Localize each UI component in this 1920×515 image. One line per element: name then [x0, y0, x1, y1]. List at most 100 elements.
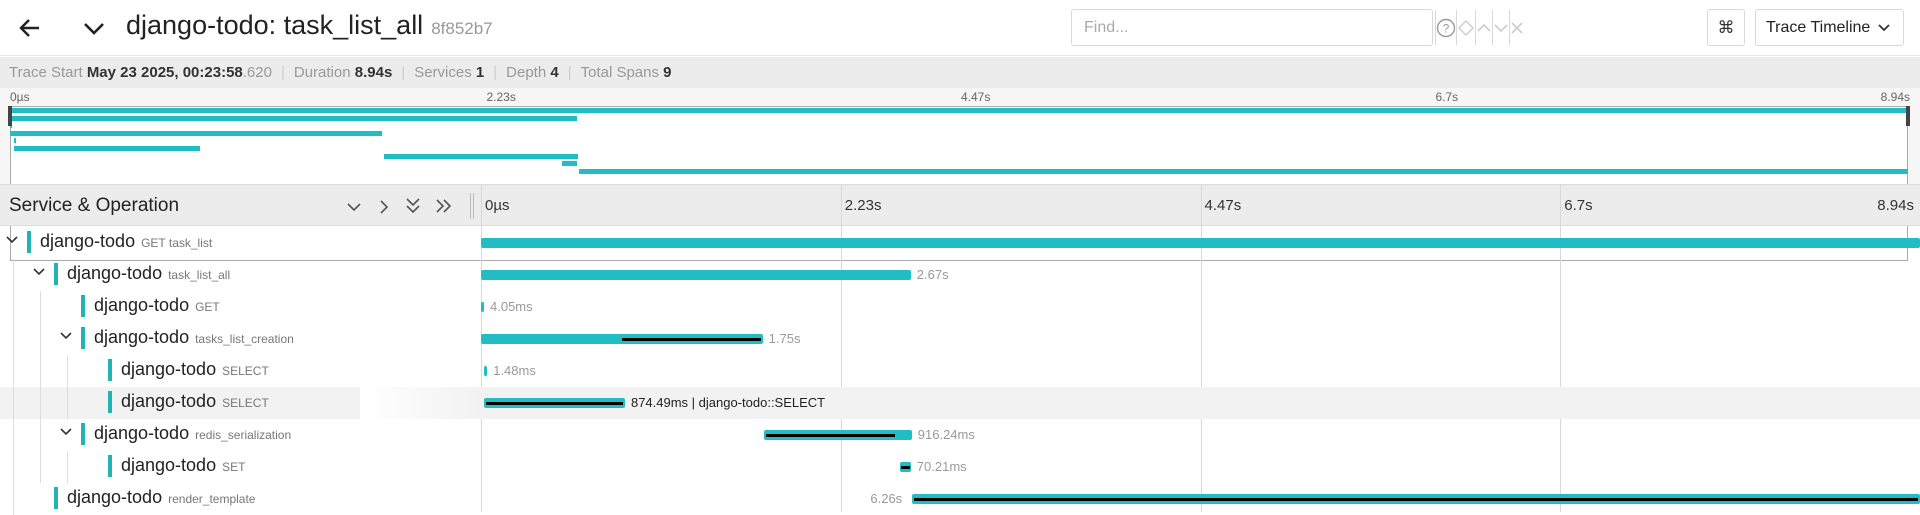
trace-minimap[interactable]: 0µs 2.23s 4.47s 6.7s 8.94s: [0, 88, 1920, 261]
find-input[interactable]: [1072, 10, 1435, 45]
divider: |: [493, 64, 498, 81]
timeline-gridline: [1200, 184, 1202, 512]
timeline-header: Service & Operation 0µs 2.23s 4.47s 6.7s 8.9…: [0, 184, 1920, 226]
span-row[interactable]: django-todo SELECT 874.49ms | django-todo:…: [0, 387, 1920, 419]
timeline-gridline: [1560, 184, 1562, 512]
column-resizer[interactable]: [470, 193, 474, 219]
arrow-left-icon: [19, 19, 39, 37]
span-duration: 1.75s: [768, 331, 801, 346]
operation-name: render_template: [168, 492, 256, 506]
span-name[interactable]: django-todo SET: [121, 455, 245, 476]
indent-guide: [40, 291, 41, 323]
span-name[interactable]: django-todo SELECT: [121, 359, 269, 380]
critical-path: [900, 465, 910, 469]
span-name[interactable]: django-todo GET task_list: [40, 231, 212, 252]
span-duration: 1.48ms: [493, 363, 536, 378]
trace-start-value: May 23 2025, 00:23:58: [86, 64, 243, 81]
view-type-label: Trace Timeline: [1766, 18, 1871, 36]
service-name: django-todo: [67, 263, 163, 283]
span-toggle[interactable]: [32, 265, 46, 283]
help-button[interactable]: ?: [1435, 10, 1456, 45]
span-name[interactable]: django-todo GET: [94, 295, 220, 316]
total-spans-label: Total Spans: [580, 64, 659, 81]
minimap-span: [10, 130, 382, 136]
chevron-down-icon: [1878, 24, 1890, 32]
span-bar[interactable]: [484, 366, 488, 376]
service-name: django-todo: [40, 231, 136, 251]
minimap-span: [14, 146, 200, 151]
divider: |: [567, 64, 572, 81]
span-name[interactable]: django-todo render_template: [67, 487, 255, 508]
span-name[interactable]: django-todo tasks_list_creation: [94, 327, 294, 348]
prev-match-button[interactable]: [1475, 10, 1492, 45]
minimap-tick-label: 0µs: [10, 90, 30, 104]
operation-name: tasks_list_creation: [195, 332, 294, 346]
clear-search-button[interactable]: [1509, 10, 1524, 45]
span-row[interactable]: django-todo redis_serialization 916.24ms: [0, 419, 1920, 451]
timeline-tick-label: 4.47s: [1204, 197, 1242, 214]
span-bar[interactable]: [481, 302, 484, 312]
trace-id: 8f852b7: [431, 19, 493, 38]
operation-name: GET: [195, 300, 220, 314]
minimap-viewport[interactable]: [10, 106, 1908, 261]
expand-one-icon[interactable]: [376, 199, 392, 215]
timeline-tick-label: 0µs: [485, 197, 510, 214]
span-toggle[interactable]: [59, 329, 73, 347]
span-name[interactable]: django-todo task_list_all: [67, 263, 230, 284]
indent-guide: [13, 291, 14, 323]
minimap-handle-left[interactable]: [8, 106, 12, 126]
minimap-tick-label: 2.23s: [486, 90, 516, 104]
depth-value: 4: [550, 64, 559, 81]
timeline-tick-label: 2.23s: [844, 197, 882, 214]
expand-all-icon[interactable]: [434, 197, 454, 215]
service-name: django-todo: [121, 359, 217, 379]
collapse-all-icon[interactable]: [404, 196, 422, 216]
collapse-one-icon[interactable]: [346, 199, 362, 215]
back-button[interactable]: [10, 8, 50, 48]
trace-summary: Trace Start May 23 2025, 00:23:58.620 | …: [0, 57, 1920, 88]
span-row[interactable]: django-todo SET 70.21ms: [0, 451, 1920, 483]
span-name[interactable]: django-todo redis_serialization: [94, 423, 291, 444]
span-toggle[interactable]: [5, 233, 19, 251]
minimap-handle-right[interactable]: [1906, 106, 1910, 126]
service-name: django-todo: [121, 391, 217, 411]
span-duration: 70.21ms: [916, 459, 967, 474]
trace-title: django-todo: task_list_all 8f852b7: [126, 10, 493, 41]
minimap-span: [14, 138, 17, 144]
minimap-span: [10, 108, 1908, 113]
operation-name: SELECT: [222, 396, 269, 410]
span-row[interactable]: django-todo GET task_list: [0, 227, 1920, 259]
span-bar[interactable]: [481, 270, 911, 280]
span-bar[interactable]: [481, 238, 1920, 248]
service-color-bar: [27, 231, 31, 253]
locate-button[interactable]: [1456, 10, 1475, 45]
span-duration: 916.24ms: [917, 427, 975, 442]
divider: |: [280, 64, 285, 81]
operation-name: task_list_all: [168, 268, 231, 282]
view-type-select[interactable]: Trace Timeline: [1755, 9, 1904, 46]
span-toggle[interactable]: [59, 425, 73, 443]
indent-guide: [13, 387, 14, 419]
span-row[interactable]: django-todo task_list_all 2.67s: [0, 259, 1920, 291]
span-row[interactable]: django-todo GET 4.05ms: [0, 291, 1920, 323]
span-row[interactable]: django-todo SELECT 1.48ms: [0, 355, 1920, 387]
service-name: django-todo: [121, 455, 217, 475]
collapse-header-button[interactable]: [74, 8, 114, 48]
critical-path: [621, 337, 761, 341]
divider: |: [401, 64, 406, 81]
critical-path: [486, 401, 623, 405]
total-spans-value: 9: [663, 64, 672, 81]
keyboard-shortcuts-button[interactable]: ⌘: [1707, 9, 1745, 46]
service-name: django-todo: [94, 295, 190, 315]
timeline-divider: [481, 184, 482, 512]
indent-guide: [40, 323, 41, 355]
services-label: Services: [414, 64, 472, 81]
service-name: django-todo: [94, 423, 190, 443]
services-value: 1: [475, 64, 485, 81]
help-circle-icon: ?: [1436, 18, 1456, 37]
span-name[interactable]: django-todo SELECT: [121, 391, 269, 412]
span-row[interactable]: django-todo render_template 6.26s: [0, 483, 1920, 515]
minimap-span: [578, 168, 1908, 174]
span-row[interactable]: django-todo tasks_list_creation 1.75s: [0, 323, 1920, 355]
next-match-button[interactable]: [1492, 10, 1509, 45]
